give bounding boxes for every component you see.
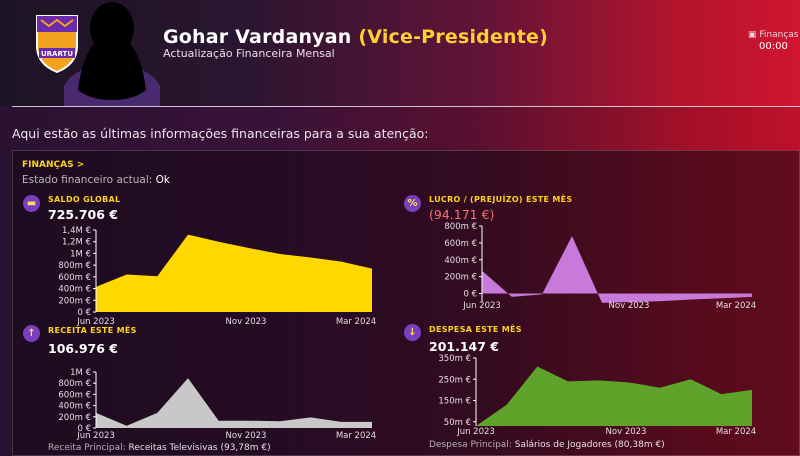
financial-status-value: Ok [155,174,171,186]
wallet-icon: ▬ [23,195,40,212]
hud-time: 00:00 [759,41,788,52]
c2-x-tick-label: Mar 2024 [336,431,376,441]
chart-value-despesa: 201.147 € [429,339,499,354]
c0-x-tick-label: Nov 2023 [226,317,267,327]
chart-title-lucro: LUCRO / (PREJUÍZO) ESTE MÊS [429,195,573,204]
c1-y-tick-label: 600m € [444,239,477,249]
c0-y-tick-label: 0 € [77,308,91,318]
chart-value-saldo: 725.706 € [48,207,118,222]
c0-y-tick-label: 400m € [58,285,91,295]
c2-y-tick-label: 1M € [70,368,91,378]
person-name: Gohar Vardanyan (Vice-Presidente) [163,26,549,48]
c1-x-tick-label: Jun 2023 [462,301,501,311]
c0-area [96,234,372,312]
chart-value-receita: 106.976 € [48,341,118,356]
c1-y-tick-label: 0 € [463,290,477,300]
c1-x-tick-label: Nov 2023 [609,301,650,311]
despesa-footer: Despesa Principal: Salários de Jogadores… [429,440,665,450]
chart-lucro: 0 € 200m € 400m € 600m € 800m € Jun 2023 Nov 2… [444,222,756,311]
chart-title-saldo: SALDO GLOBAL [48,195,121,204]
c0-x-tick-label: Jun 2023 [76,317,115,327]
c3-y-tick-label: 350m € [438,354,471,364]
club-crest-text: URARTU [41,50,73,58]
c1-area [482,236,752,303]
c2-area [96,378,372,428]
chart-title-receita: RECEITA ESTE MÊS [48,326,137,335]
c2-x-tick-label: Jun 2023 [76,431,115,441]
c3-x-tick-label: Nov 2023 [606,427,647,437]
c2-y-tick-label: 400m € [58,402,91,412]
c1-y-tick-label: 800m € [444,222,477,232]
avatar [64,2,160,106]
chart-value-lucro: (94.171 €) [429,207,495,222]
c0-y-tick-label: 600m € [58,273,91,283]
c0-y-tick-label: 1,4M € [62,226,91,236]
c0-y-tick-label: 1M € [70,249,91,259]
c1-x-tick-label: Mar 2024 [716,301,756,311]
finances-link[interactable]: FINANÇAS > [22,160,85,170]
chart-saldo: 0 € 200m €400m € 600m € 800m € 1M €1,2M € 1,4… [58,226,376,327]
chart-receita: 0 €200m €400m € 600m €800m €1M € Jun 2023 N… [58,368,376,441]
person-role: (Vice-Presidente) [358,26,549,48]
c2-y-tick-label: 0 € [77,424,91,434]
receita-footer: Receita Principal: Receitas Televisivas … [48,443,271,453]
c0-y-tick-label: 800m € [58,261,91,271]
financial-status: Estado financeiro actual: Ok [22,174,171,186]
arrow-down-icon: ↓ [404,324,421,341]
hud-finances-label[interactable]: ▣ Finanças [748,30,799,40]
club-crest-logo[interactable]: URARTU [33,12,81,74]
c3-x-tick-label: Mar 2024 [716,427,756,437]
c0-y-tick-label: 200m € [58,296,91,306]
arrow-up-icon: ↑ [23,325,40,342]
c3-y-tick-label: 250m € [438,375,471,385]
chart-title-despesa: DESPESA ESTE MÊS [429,325,522,334]
c0-y-tick-label: 1,2M € [62,238,91,248]
c2-x-tick-label: Nov 2023 [226,431,267,441]
c1-y-tick-label: 400m € [444,256,477,266]
page-subtitle: Actualização Financeira Mensal [163,47,335,60]
despesa-footer-value: Salários de Jogadores (80,38m €) [514,440,665,450]
c3-y-tick-label: 150m € [438,397,471,407]
c1-y-tick-label: 200m € [444,273,477,283]
c0-x-tick-label: Mar 2024 [336,317,376,327]
percent-icon: % [404,195,421,212]
c2-y-tick-label: 600m € [58,390,91,400]
receita-footer-value: Receitas Televisivas (93,78m €) [128,443,271,453]
intro-text: Aqui estão as últimas informações financ… [12,126,429,141]
c2-y-tick-label: 200m € [58,413,91,423]
c3-y-tick-label: 50m € [444,418,471,428]
c3-area [476,366,752,426]
c3-x-tick-label: Jun 2023 [456,427,495,437]
header-divider [12,106,800,107]
chart-despesa: 50m € 150m € 250m € 350m € Jun 2023 Nov 2023 M… [438,354,756,437]
c2-y-tick-label: 800m € [58,379,91,389]
